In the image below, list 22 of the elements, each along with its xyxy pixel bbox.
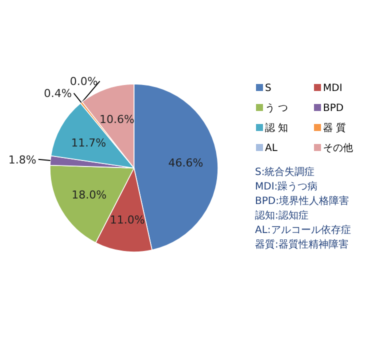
legend-label: MDI — [323, 83, 342, 94]
text: 器質:器質性精神障害 — [255, 238, 348, 250]
legend-label: BPD — [323, 103, 344, 114]
text: 0.0% — [70, 75, 98, 88]
data-label: 18.0% — [72, 188, 107, 202]
legend-label: その他 — [323, 142, 353, 154]
data-label: 0.4% — [44, 87, 72, 100]
legend-label: 器 質 — [323, 122, 346, 134]
legend-label: AL — [265, 143, 278, 154]
legend-label: S — [265, 83, 272, 94]
data-label: 10.6% — [100, 112, 134, 126]
text: MDI:躁うつ病 — [255, 180, 318, 192]
data-label: 1.8% — [8, 153, 36, 166]
text: AL:アルコール依存症 — [255, 224, 351, 236]
text: BPD:境界性人格障害 — [255, 195, 349, 207]
legend-label: 認 知 — [265, 122, 288, 134]
data-label: 11.0% — [110, 214, 145, 227]
legend-label: う つ — [265, 103, 288, 114]
text: 認知:認知症 — [255, 210, 308, 222]
data-label: 46.6% — [168, 156, 204, 170]
data-label: 11.7% — [71, 136, 106, 150]
text: S:統合失調症 — [255, 166, 315, 178]
